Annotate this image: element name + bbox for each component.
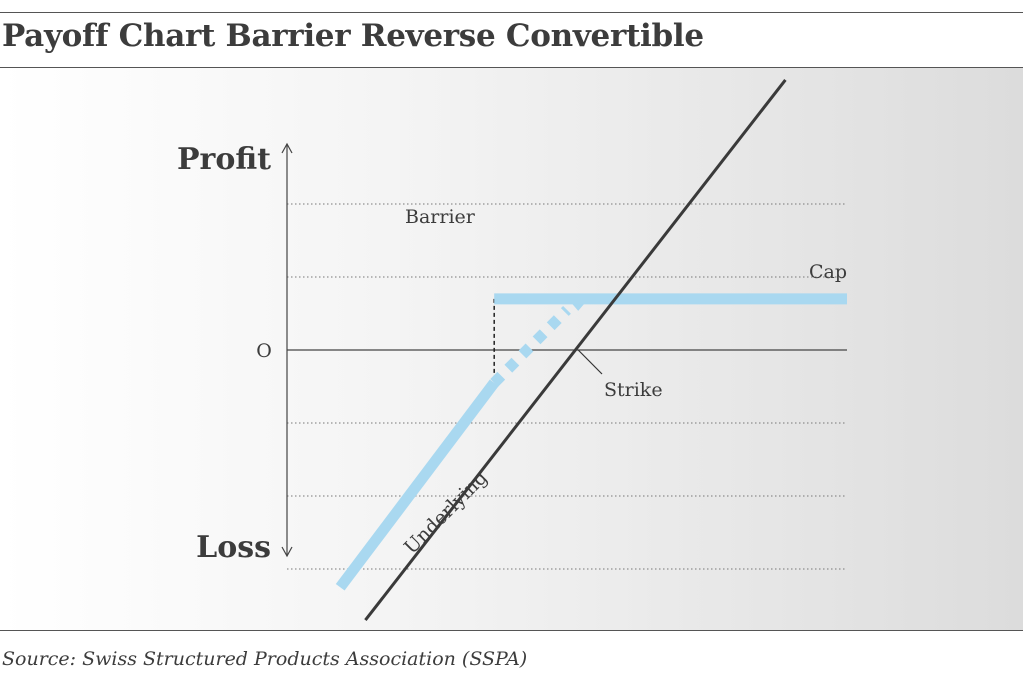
- strike-label: Strike: [604, 379, 663, 401]
- product-series-segment-2: [490, 305, 571, 387]
- underlying-series-line: [364, 78, 787, 622]
- bottom-rule: [0, 630, 1023, 631]
- chart-panel: [0, 68, 1023, 630]
- series-group: [335, 78, 847, 622]
- product-series-segment-1: [335, 379, 499, 591]
- y-axis-label-profit: Profit: [177, 142, 271, 177]
- chart-labels: Profit Loss O Barrier Cap Strike Underly…: [177, 142, 847, 565]
- barrier-label: Barrier: [405, 206, 476, 228]
- y-axis-label-loss: Loss: [196, 530, 271, 565]
- title-rule: [0, 67, 1023, 68]
- y-axis-down-arrow-icon: [281, 546, 293, 558]
- source-note: Source: Swiss Structured Products Associ…: [2, 648, 528, 670]
- zero-label: O: [256, 340, 272, 362]
- axes: [281, 142, 847, 558]
- top-rule: [0, 12, 1023, 13]
- gridlines: [287, 203, 847, 570]
- strike-leader-line: [577, 349, 603, 375]
- payoff-chart: Profit Loss O Barrier Cap Strike Underly…: [177, 78, 847, 622]
- page-title: Payoff Chart Barrier Reverse Convertible: [2, 18, 704, 54]
- cap-notch: [572, 303, 585, 311]
- cap-label: Cap: [809, 261, 847, 283]
- y-axis-up-arrow-icon: [281, 142, 293, 154]
- underlying-label: Underlying: [400, 467, 492, 559]
